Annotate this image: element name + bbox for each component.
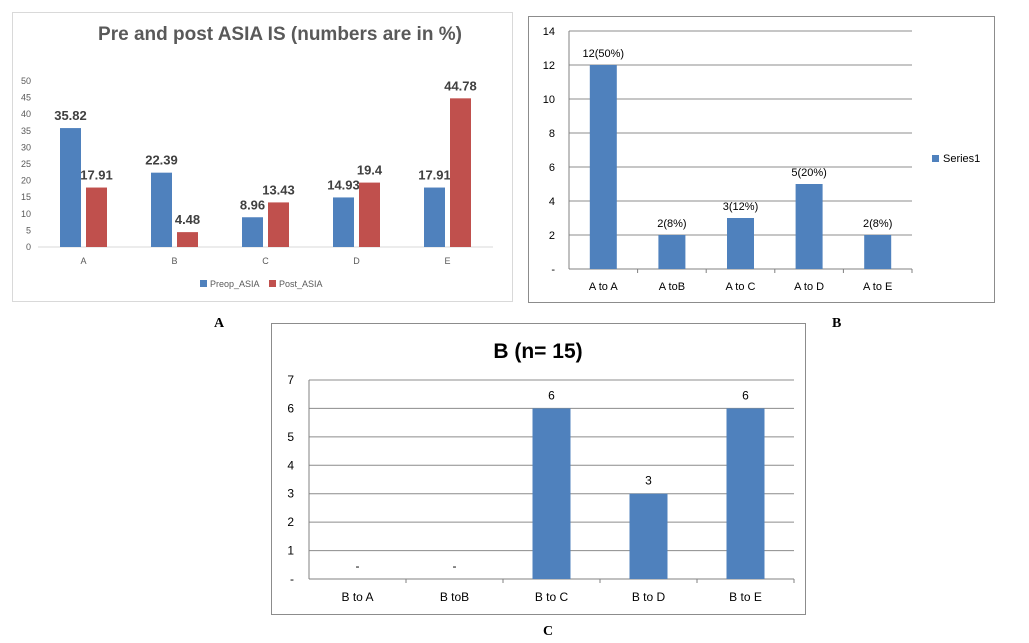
chart-b-bar [795, 184, 823, 269]
chart-a-xtick-label: B [171, 256, 177, 266]
chart-a-data-label: 4.48 [175, 212, 200, 227]
chart-a-ytick-label: 30 [21, 142, 31, 152]
chart-c-bar [629, 493, 668, 579]
chart-a-title: Pre and post ASIA IS (numbers are in %) [98, 24, 462, 45]
chart-b-ytick-label: 4 [549, 196, 555, 208]
chart-a-ytick-label: 20 [21, 176, 31, 186]
chart-a-ytick-label: 15 [21, 192, 31, 202]
chart-a-data-label: 44.78 [444, 78, 477, 93]
chart-a-xtick-label: A [80, 256, 86, 266]
chart-c-data-label: 3 [645, 474, 652, 488]
chart-c-xtick-label: B to D [632, 590, 666, 604]
chart-b-ytick-label: 14 [543, 26, 555, 38]
chart-b-ytick-label: 12 [543, 60, 555, 72]
chart-c-ytick-label: 1 [287, 544, 294, 558]
chart-a-bar-post_asia [359, 182, 380, 247]
chart-a-data-label: 8.96 [240, 197, 265, 212]
chart-c-ytick-label: 7 [287, 373, 294, 387]
chart-c-title: B (n= 15) [493, 340, 582, 363]
chart-b-xtick-label: A to A [589, 281, 618, 293]
chart-b-ytick-label: - [551, 264, 555, 276]
chart-a-bar-preop_asia [333, 197, 354, 247]
chart-b-xtick-label: A to C [726, 281, 756, 293]
chart-c-ytick-label: 3 [287, 487, 294, 501]
chart-a-bar-post_asia [450, 98, 471, 247]
chart-a-ytick-label: 25 [21, 159, 31, 169]
chart-a-bar-preop_asia [424, 187, 445, 247]
chart-a-bar-preop_asia [242, 217, 263, 247]
chart-a-legend-swatch [200, 280, 207, 287]
chart-a-bar-post_asia [86, 187, 107, 247]
chart-c-xtick-label: B to E [729, 590, 762, 604]
chart-a-legend-swatch [269, 280, 276, 287]
chart-b-ytick-label: 8 [549, 128, 555, 140]
chart-b-data-label: 12(50%) [583, 48, 625, 60]
chart-a-bar-preop_asia [60, 128, 81, 247]
chart-a-data-label: 19.4 [357, 163, 383, 178]
chart-b-legend-swatch [932, 155, 939, 162]
chart-a-data-label: 14.93 [327, 177, 360, 192]
chart-c-bar [726, 408, 765, 579]
chart-a-ytick-label: 10 [21, 209, 31, 219]
chart-c-data-label: - [453, 559, 457, 573]
chart-a-xtick-label: C [262, 256, 269, 266]
chart-b-xtick-label: A to E [863, 281, 892, 293]
chart-a-data-label: 17.91 [80, 168, 113, 183]
chart-b-legend-label: Series1 [943, 153, 980, 165]
chart-b-xtick-label: A to D [794, 281, 824, 293]
chart-panel-b: - 2 4 6 8 10 12 14 12(50%) A to A 2(8%) A toB 3(12%)… [528, 16, 995, 303]
chart-a-legend-label: Preop_ASIA [210, 279, 260, 289]
chart-a-ytick-label: 45 [21, 93, 31, 103]
chart-b-data-label: 2(8%) [657, 218, 686, 230]
chart-c-data-label: - [356, 559, 360, 573]
chart-b-xtick-label: A toB [659, 281, 685, 293]
chart-b-ytick-label: 2 [549, 230, 555, 242]
chart-c-ytick-label: 2 [287, 515, 294, 529]
chart-a-data-label: 13.43 [262, 182, 295, 197]
chart-panel-a: Pre and post ASIA IS (numbers are in %) 0… [12, 12, 513, 302]
chart-c-bar [532, 408, 571, 579]
panel-label-c: C [543, 624, 554, 639]
chart-c-ytick-label: - [290, 572, 294, 586]
chart-b-bar [864, 235, 892, 269]
chart-c-svg: B (n= 15) - 1 2 3 4 5 6 7 - B to A - B toB 6 B to C 3 B … [287, 340, 795, 604]
chart-a-legend-label: Post_ASIA [279, 279, 323, 289]
chart-c-xtick-label: B to C [535, 590, 569, 604]
chart-b-ytick-label: 6 [549, 162, 555, 174]
chart-a-ytick-label: 35 [21, 126, 31, 136]
chart-a-bar-preop_asia [151, 172, 172, 247]
chart-c-data-label: 6 [742, 388, 749, 402]
chart-a-ytick-label: 0 [26, 242, 31, 252]
chart-a-xtick-label: D [353, 256, 360, 266]
chart-a-ytick-label: 40 [21, 109, 31, 119]
chart-a-bar-post_asia [177, 232, 198, 247]
chart-b-data-label: 3(12%) [723, 201, 758, 213]
panel-label-a: A [214, 316, 225, 331]
chart-b-bar [658, 235, 686, 269]
chart-b-bar [589, 65, 617, 269]
chart-b-data-label: 5(20%) [791, 167, 826, 179]
chart-c-xtick-label: B to A [341, 590, 373, 604]
chart-c-ytick-label: 5 [287, 430, 294, 444]
chart-b-svg: - 2 4 6 8 10 12 14 12(50%) A to A 2(8%) A toB 3(12%)… [543, 26, 981, 293]
chart-b-bar [727, 218, 754, 269]
chart-c-data-label: 6 [548, 388, 555, 402]
chart-panel-c: B (n= 15) - 1 2 3 4 5 6 7 - B to A - B toB 6 B to C 3 B … [271, 323, 806, 615]
chart-a-data-label: 22.39 [145, 153, 178, 168]
panel-label-b: B [832, 316, 842, 331]
chart-a-ytick-label: 50 [21, 76, 31, 86]
chart-a-ytick-label: 5 [26, 225, 31, 235]
chart-a-bar-post_asia [268, 202, 289, 247]
chart-b-ytick-label: 10 [543, 94, 555, 106]
chart-a-data-label: 17.91 [418, 168, 451, 183]
chart-a-data-label: 35.82 [54, 108, 87, 123]
chart-c-xtick-label: B toB [440, 590, 469, 604]
chart-a-svg: Pre and post ASIA IS (numbers are in %) 0… [21, 24, 493, 289]
chart-a-xtick-label: E [444, 256, 450, 266]
chart-c-ytick-label: 6 [287, 401, 294, 415]
chart-b-data-label: 2(8%) [863, 218, 892, 230]
chart-c-ytick-label: 4 [287, 458, 294, 472]
